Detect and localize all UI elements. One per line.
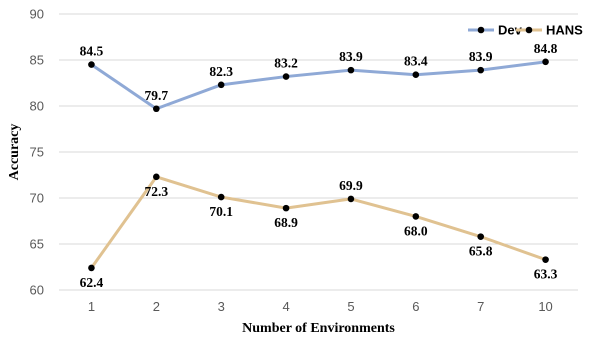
y-tick-label: 65 xyxy=(30,237,44,252)
y-tick-label: 85 xyxy=(30,53,44,68)
y-tick-label: 75 xyxy=(30,145,44,160)
data-point xyxy=(153,174,160,181)
data-point xyxy=(218,82,225,89)
data-label: 83.2 xyxy=(274,56,298,71)
data-label: 83.9 xyxy=(339,49,363,64)
data-point xyxy=(542,59,549,66)
data-point xyxy=(542,256,549,263)
data-point xyxy=(413,71,420,78)
y-tick-label: 80 xyxy=(30,99,44,114)
data-label: 79.7 xyxy=(145,88,169,103)
data-label: 83.4 xyxy=(404,54,428,69)
data-point xyxy=(153,105,160,112)
legend-marker xyxy=(478,27,485,34)
x-axis-ticks: 1 2 3 4 5 6 7 10 xyxy=(88,299,553,314)
data-label: 62.4 xyxy=(80,275,104,290)
data-point xyxy=(477,67,484,74)
x-tick-label: 2 xyxy=(153,299,160,314)
y-tick-label: 60 xyxy=(30,283,44,298)
x-tick-label: 6 xyxy=(412,299,419,314)
data-label: 63.3 xyxy=(534,267,558,282)
data-label: 82.3 xyxy=(209,64,233,79)
data-point xyxy=(283,73,290,80)
data-point xyxy=(348,67,355,74)
x-tick-label: 7 xyxy=(477,299,484,314)
data-label: 84.8 xyxy=(534,41,558,56)
legend-marker xyxy=(526,27,533,34)
x-axis-title: Number of Environments xyxy=(242,321,395,336)
y-axis-ticks: 60 65 70 75 80 85 90 xyxy=(30,7,44,298)
data-point xyxy=(218,194,225,201)
x-tick-label: 3 xyxy=(218,299,225,314)
data-labels: 84.5 79.7 82.3 83.2 83.9 83.4 83.9 84.8 62.4 72.3… xyxy=(80,41,558,290)
data-label: 69.9 xyxy=(339,178,363,193)
data-point xyxy=(88,61,95,68)
data-label: 68.9 xyxy=(274,215,298,230)
data-point xyxy=(283,205,290,212)
legend-label: HANS xyxy=(546,23,583,38)
data-label: 84.5 xyxy=(80,44,104,59)
data-point xyxy=(88,265,95,272)
data-label: 72.3 xyxy=(145,184,169,199)
data-label: 65.8 xyxy=(469,244,493,259)
x-tick-label: 10 xyxy=(538,299,552,314)
data-point xyxy=(413,213,420,220)
y-tick-label: 90 xyxy=(30,7,44,22)
data-label: 83.9 xyxy=(469,49,493,64)
gridlines xyxy=(59,14,578,290)
x-tick-label: 1 xyxy=(88,299,95,314)
y-tick-label: 70 xyxy=(30,191,44,206)
x-tick-label: 4 xyxy=(282,299,289,314)
y-axis-title: Accuracy xyxy=(7,124,22,181)
data-label: 68.0 xyxy=(404,223,428,238)
data-point xyxy=(477,233,484,240)
x-tick-label: 5 xyxy=(347,299,354,314)
data-point xyxy=(348,196,355,203)
legend: Dev HANS xyxy=(468,23,583,38)
data-label: 70.1 xyxy=(209,204,233,219)
